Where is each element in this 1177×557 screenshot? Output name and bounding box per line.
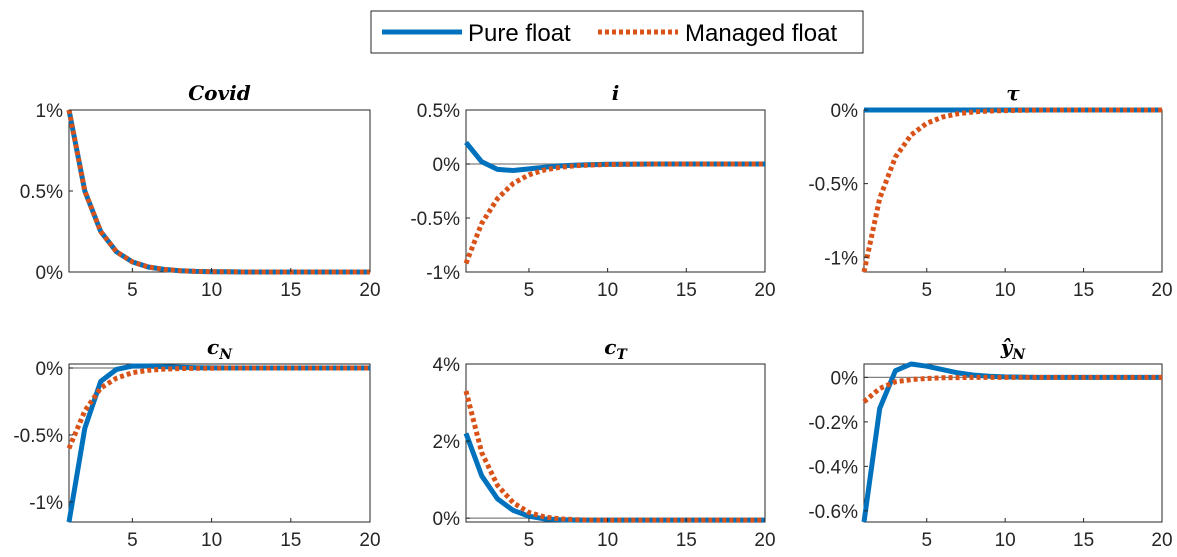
x-tick-label: 15: [1073, 280, 1094, 301]
x-tick-label: 5: [127, 530, 138, 551]
y-tick-label: 0%: [433, 509, 461, 530]
x-tick-label: 15: [676, 280, 697, 301]
x-tick-label: 5: [524, 530, 535, 551]
y-tick-label: 2%: [433, 432, 461, 453]
x-tick-label: 15: [280, 530, 301, 551]
x-tick-label: 10: [597, 280, 618, 301]
legend-label-pure-float: Pure float: [468, 20, 571, 47]
series-line-managed-float: [861, 107, 1162, 273]
x-tick-label: 20: [359, 530, 380, 551]
series-line-managed-float: [463, 161, 765, 265]
panel-title: cN: [207, 335, 233, 363]
y-tick-label: 0%: [36, 263, 64, 284]
x-tick-label: 10: [201, 280, 222, 301]
x-tick-label: 20: [1151, 280, 1172, 301]
series-line-managed-float: [66, 109, 370, 275]
plot-area: [68, 363, 371, 523]
panel-title: Covid: [188, 81, 250, 105]
y-tick-label: -1%: [426, 263, 460, 284]
x-tick-label: 5: [524, 280, 535, 301]
plot-area: [863, 363, 1163, 523]
x-tick-label: 15: [676, 530, 697, 551]
panel-4: 5 10 15 20 -1% -0.5% 0% cN: [13, 335, 380, 551]
y-tick-label: 0%: [831, 368, 859, 389]
x-tick-label: 15: [280, 280, 301, 301]
y-tick-label: -0.4%: [808, 457, 858, 478]
y-tick-label: 0%: [433, 155, 461, 176]
y-tick-label: 0%: [36, 359, 64, 380]
panel-title: ŷN: [1000, 335, 1027, 363]
y-tick-label: -0.5%: [13, 426, 63, 447]
plot-area: [863, 109, 1163, 273]
y-tick-label: -1%: [29, 493, 63, 514]
series-line-pure-float: [463, 432, 765, 523]
x-tick-label: 10: [201, 530, 222, 551]
y-tick-label: -1%: [824, 248, 858, 269]
series-line-managed-float: [66, 365, 370, 450]
legend: Pure float Managed float: [370, 10, 864, 54]
plot-area: [465, 363, 766, 523]
y-tick-label: -0.6%: [808, 502, 858, 523]
series-line-managed-float: [862, 374, 1162, 404]
x-tick-label: 20: [1151, 530, 1172, 551]
y-tick-label: 4%: [433, 355, 461, 376]
plot-area: [68, 109, 371, 273]
x-tick-label: 20: [754, 280, 775, 301]
panels: 5 10 15 20 0% 0.5% 1% Covid 5 10 15 20 -1% -0.5% 0% 0.5…: [13, 81, 1172, 551]
x-tick-label: 5: [921, 280, 932, 301]
y-tick-label: 1%: [36, 101, 64, 122]
panel-title: i: [612, 81, 620, 105]
x-tick-label: 10: [995, 280, 1016, 301]
panel-title: cT: [604, 335, 628, 363]
x-tick-label: 5: [921, 530, 932, 551]
y-tick-label: 0.5%: [417, 101, 460, 122]
panel-1: 5 10 15 20 0% 0.5% 1% Covid: [20, 81, 381, 301]
y-tick-label: 0%: [831, 101, 859, 122]
y-tick-label: -0.5%: [410, 209, 460, 230]
y-tick-label: -0.5%: [808, 175, 858, 196]
x-tick-label: 20: [754, 530, 775, 551]
y-tick-label: -0.2%: [808, 413, 858, 434]
x-tick-label: 20: [359, 280, 380, 301]
x-tick-label: 5: [127, 280, 138, 301]
panel-2: 5 10 15 20 -1% -0.5% 0% 0.5% i: [410, 81, 775, 301]
y-tick-label: 0.5%: [20, 182, 63, 203]
panel-5: 5 10 15 20 0% 2% 4% cT: [433, 335, 776, 551]
panel-6: 5 10 15 20 -0.6% -0.4% -0.2% 0% ŷN: [808, 335, 1172, 551]
x-tick-label: 10: [995, 530, 1016, 551]
panel-3: 5 10 15 20 -1% -0.5% 0% τ: [808, 81, 1172, 301]
plot-area: [465, 109, 766, 273]
series-line-managed-float: [463, 390, 765, 523]
legend-label-managed-float: Managed float: [685, 20, 837, 47]
x-tick-label: 10: [597, 530, 618, 551]
panel-title: τ: [1006, 81, 1020, 105]
x-tick-label: 15: [1073, 530, 1094, 551]
